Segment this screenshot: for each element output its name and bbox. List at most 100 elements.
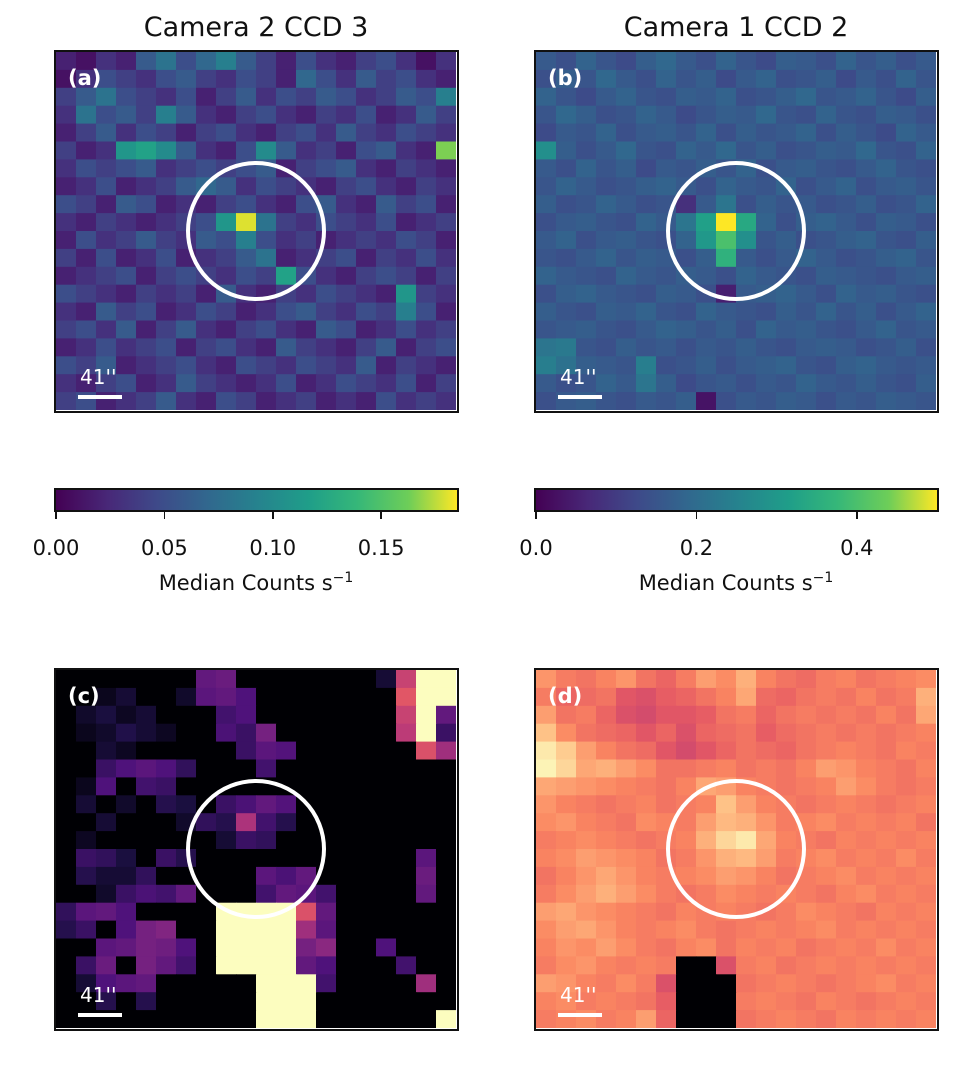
heatmap-cell [296, 356, 317, 375]
heatmap-cell [716, 302, 737, 322]
heatmap-cell [716, 356, 737, 375]
heatmap-cell [356, 320, 377, 339]
heatmap-cell [816, 777, 837, 796]
heatmap-cell [96, 159, 117, 178]
heatmap-cell [636, 831, 657, 850]
heatmap-cell [736, 392, 757, 410]
heatmap-cell [56, 338, 77, 357]
heatmap-cell [776, 231, 797, 250]
heatmap-cell [836, 723, 857, 743]
heatmap-cell [296, 213, 317, 232]
heatmap-cell [616, 705, 637, 725]
heatmap-cell [816, 320, 837, 339]
heatmap-cell [76, 920, 97, 940]
heatmap-cell [176, 159, 197, 178]
heatmap-cell [436, 177, 456, 196]
heatmap-cell [396, 266, 417, 286]
heatmap-cell [336, 213, 357, 232]
heatmap-cell [576, 87, 597, 107]
heatmap-cell [336, 52, 357, 71]
heatmap-cell [316, 992, 337, 1011]
heatmap-cell [96, 248, 117, 268]
heatmap-cell [696, 974, 717, 993]
heatmap-cell [536, 213, 557, 232]
heatmap-cell [156, 69, 177, 89]
heatmap-cell [836, 392, 857, 410]
heatmap-cell [716, 69, 737, 89]
heatmap-cell [756, 866, 777, 886]
heatmap-cell [816, 956, 837, 975]
heatmap-cell [636, 105, 657, 125]
heatmap-cell [896, 831, 917, 850]
heatmap-cell [256, 723, 277, 743]
heatmap-cell [736, 884, 757, 904]
heatmap-cell [576, 302, 597, 322]
heatmap-cell [396, 777, 417, 796]
heatmap-cell [796, 723, 817, 743]
heatmap-cell [116, 374, 137, 393]
heatmap-cell [156, 302, 177, 322]
heatmap-cell [396, 723, 417, 743]
heatmap-cell [656, 938, 677, 957]
heatmap-cell [156, 159, 177, 178]
heatmap-cell [56, 777, 77, 796]
heatmap-cell [316, 902, 337, 922]
heatmap-cell [96, 266, 117, 286]
heatmap-cell [756, 248, 777, 268]
heatmap-cell [576, 284, 597, 304]
heatmap-cell [776, 1010, 797, 1028]
heatmap-cell [296, 159, 317, 178]
heatmap-cell [116, 795, 137, 814]
heatmap-cell [256, 248, 277, 268]
heatmap-cell [316, 777, 337, 796]
heatmap-cell [876, 795, 897, 814]
heatmap-cell [916, 69, 936, 89]
heatmap-cell [836, 177, 857, 196]
heatmap-cell [416, 123, 437, 143]
heatmap-cell [796, 956, 817, 975]
heatmap-cell [856, 123, 877, 143]
heatmap-cell [256, 141, 277, 160]
heatmap-cell [596, 938, 617, 957]
heatmap-cell [336, 938, 357, 957]
heatmap-cell [576, 813, 597, 832]
heatmap-cell [216, 670, 237, 689]
heatmap-cell [736, 831, 757, 850]
heatmap-cell [816, 141, 837, 160]
heatmap-cell [276, 705, 297, 725]
heatmap-cell [596, 831, 617, 850]
heatmap-cell [136, 992, 157, 1011]
heatmap-cell [556, 705, 577, 725]
heatmap-cell [56, 302, 77, 322]
heatmap-cell [856, 248, 877, 268]
heatmap-cell [256, 195, 277, 214]
heatmap-cell [336, 338, 357, 357]
heatmap-cell [376, 920, 397, 940]
heatmap-cell [336, 992, 357, 1011]
heatmap-cell [896, 69, 917, 89]
heatmap-cell [596, 123, 617, 143]
heatmap-cell [616, 795, 637, 814]
heatmap-cell [536, 159, 557, 178]
heatmap-cell [96, 813, 117, 832]
heatmap-cell [716, 248, 737, 268]
heatmap-cell [196, 195, 217, 214]
heatmap-cell [276, 177, 297, 196]
heatmap-cell [336, 356, 357, 375]
heatmap-cell [376, 52, 397, 71]
heatmap-cell [216, 392, 237, 410]
heatmap-cell [816, 356, 837, 375]
heatmap-cell [156, 992, 177, 1011]
heatmap-cell [636, 87, 657, 107]
heatmap-cell [656, 723, 677, 743]
heatmap-cell [436, 920, 456, 940]
heatmap-cell [876, 759, 897, 778]
heatmap-cell [336, 248, 357, 268]
heatmap-cell [536, 831, 557, 850]
heatmap-cell [376, 374, 397, 393]
heatmap-cell [696, 141, 717, 160]
heatmap-cell [96, 141, 117, 160]
heatmap-cell [236, 266, 257, 286]
heatmap-cell [76, 777, 97, 796]
heatmap-cell [576, 705, 597, 725]
